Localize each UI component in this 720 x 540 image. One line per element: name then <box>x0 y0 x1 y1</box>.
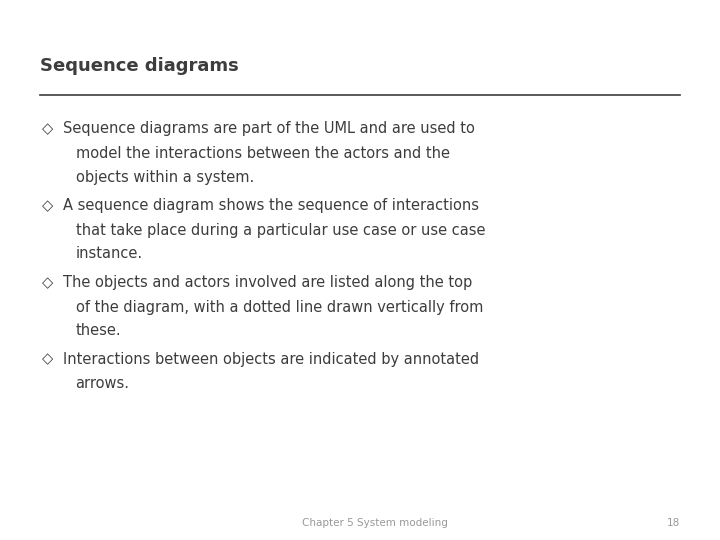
Text: objects within a system.: objects within a system. <box>76 170 254 185</box>
Text: A sequence diagram shows the sequence of interactions: A sequence diagram shows the sequence of… <box>63 198 480 213</box>
Text: Chapter 5 System modeling: Chapter 5 System modeling <box>302 518 449 528</box>
Text: ◇: ◇ <box>42 352 53 367</box>
Text: ◇: ◇ <box>42 198 53 213</box>
Text: The objects and actors involved are listed along the top: The objects and actors involved are list… <box>63 275 472 290</box>
Text: of the diagram, with a dotted line drawn vertically from: of the diagram, with a dotted line drawn… <box>76 300 483 315</box>
Text: ◇: ◇ <box>42 122 53 137</box>
Text: ◇: ◇ <box>42 275 53 290</box>
Text: Sequence diagrams: Sequence diagrams <box>40 57 238 75</box>
Text: Interactions between objects are indicated by annotated: Interactions between objects are indicat… <box>63 352 480 367</box>
Text: Sequence diagrams are part of the UML and are used to: Sequence diagrams are part of the UML an… <box>63 122 475 137</box>
Text: instance.: instance. <box>76 246 143 261</box>
Text: these.: these. <box>76 323 121 338</box>
Text: model the interactions between the actors and the: model the interactions between the actor… <box>76 146 449 161</box>
Text: that take place during a particular use case or use case: that take place during a particular use … <box>76 223 485 238</box>
Text: arrows.: arrows. <box>76 376 130 392</box>
Text: 18: 18 <box>667 518 680 528</box>
